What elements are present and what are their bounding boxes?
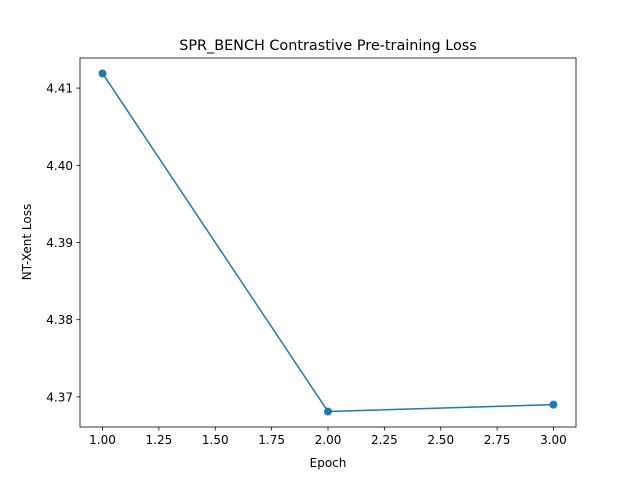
x-tick-label: 1.25 — [146, 433, 173, 447]
x-axis-label: Epoch — [310, 456, 347, 470]
data-point — [324, 407, 332, 416]
x-tick-label: 2.00 — [315, 433, 342, 447]
chart-title: SPR_BENCH Contrastive Pre-training Loss — [179, 38, 477, 54]
x-tick-label: 1.75 — [258, 433, 285, 447]
y-tick-label: 4.38 — [46, 313, 73, 327]
plot-area: 1.00 1.25 1.50 1.75 2.00 2.25 2.50 2.75 3.00 4.37… — [46, 57, 577, 447]
y-tick-label: 4.39 — [46, 236, 73, 250]
x-tick-label: 2.25 — [371, 433, 398, 447]
x-tick-label: 1.00 — [89, 433, 116, 447]
data-point — [98, 69, 107, 78]
y-axis-label: NT-Xent Loss — [20, 204, 34, 280]
data-point — [549, 400, 558, 409]
y-tick-label: 4.40 — [46, 159, 73, 173]
x-tick-label: 2.75 — [484, 433, 511, 447]
y-tick-label: 4.41 — [46, 82, 73, 96]
x-tick-label: 3.00 — [540, 433, 567, 447]
y-tick-label: 4.37 — [46, 390, 73, 404]
x-tick-label: 1.50 — [202, 433, 229, 447]
x-tick-label: 2.50 — [427, 433, 454, 447]
